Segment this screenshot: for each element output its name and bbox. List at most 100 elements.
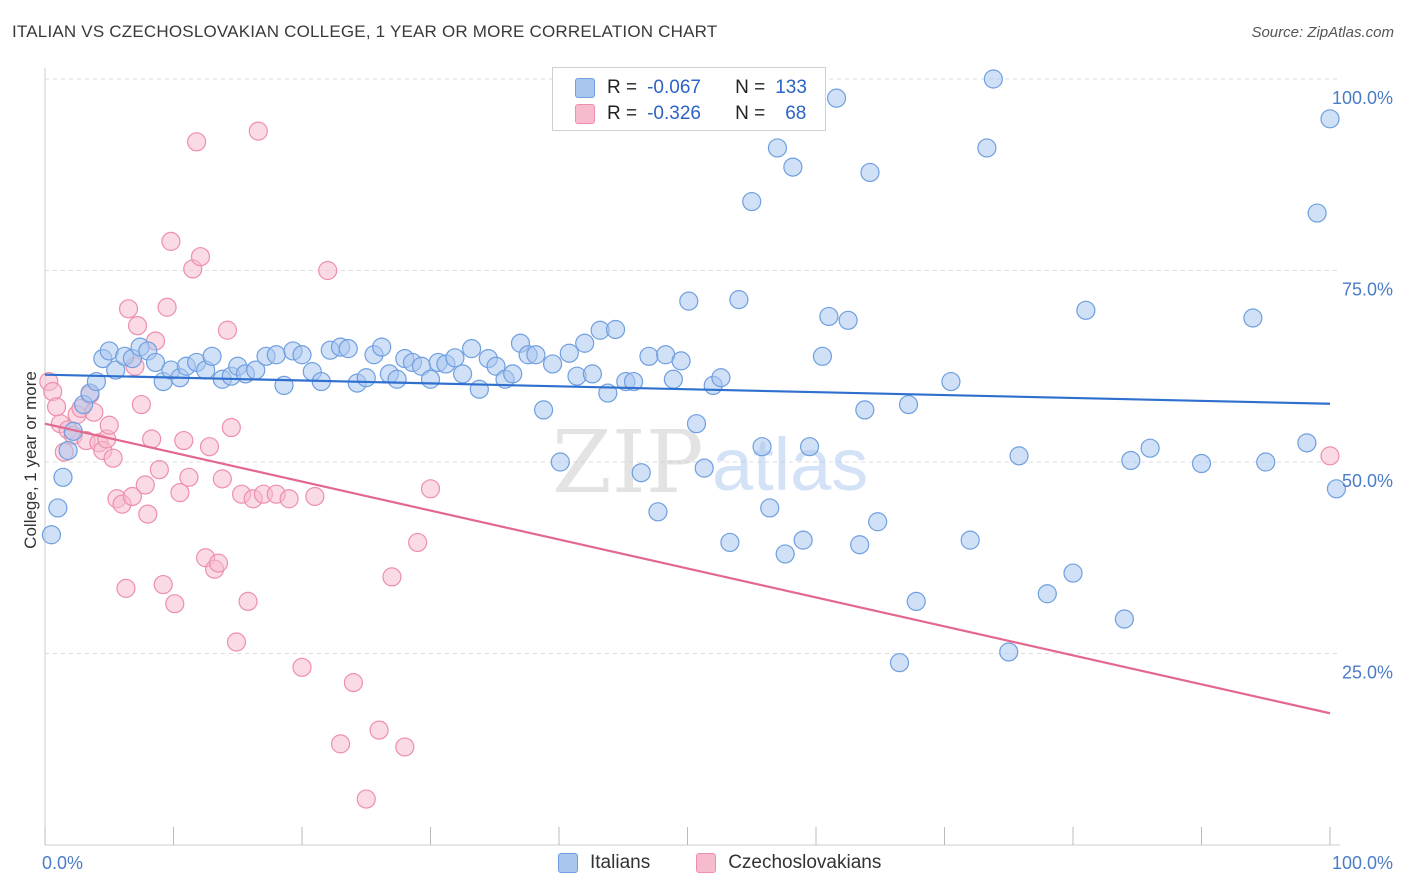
italian-point	[960, 530, 980, 550]
y-axis-label: College, 1 year or more	[21, 371, 40, 549]
italian-point	[106, 360, 126, 380]
italian-point	[542, 354, 563, 374]
italian-point	[1121, 450, 1141, 471]
czech-point	[122, 486, 142, 507]
italian-point	[639, 346, 659, 366]
italian-point	[623, 371, 644, 392]
italian-point	[1320, 109, 1340, 129]
czech-point	[131, 394, 151, 415]
czech-point	[318, 260, 338, 281]
czech-point	[99, 415, 119, 435]
czech-point	[46, 397, 67, 417]
italian-point	[48, 498, 68, 518]
italian-point	[292, 345, 312, 365]
italian-point	[420, 369, 441, 389]
italian-point	[1037, 584, 1057, 604]
italian-point	[486, 356, 506, 376]
italian-point	[1326, 479, 1347, 499]
italian-point	[838, 310, 858, 330]
italian-point	[941, 371, 961, 392]
czech-point	[305, 486, 325, 507]
legend-label-czech: Czechoslovakians	[728, 852, 882, 873]
italian-points	[41, 69, 1347, 673]
legend-row-czech: R = -0.326 N = 68	[575, 102, 806, 126]
italian-point	[1243, 308, 1263, 328]
italian-point	[533, 400, 554, 420]
italian-point	[372, 337, 392, 357]
czech-point	[382, 567, 402, 587]
czech-point	[208, 553, 229, 573]
italian-point	[1063, 563, 1083, 583]
italian-point	[503, 364, 523, 384]
watermark-zip: ZIP	[552, 413, 704, 513]
italian-point	[1076, 300, 1096, 320]
italian-point	[826, 88, 847, 108]
czech-point	[330, 734, 351, 754]
italian-point	[86, 371, 107, 392]
chart-title: ITALIAN VS CZECHOSLOVAKIAN COLLEGE, 1 YE…	[12, 22, 718, 41]
legend-r-label: R =	[607, 103, 638, 124]
czech-point	[174, 430, 194, 451]
czech-point	[369, 720, 389, 740]
legend-swatch-italians	[558, 853, 578, 873]
italian-point	[819, 306, 839, 327]
italian-point	[812, 346, 833, 366]
czech-point	[165, 594, 185, 614]
italians-trend-line	[44, 373, 1331, 405]
czech-point	[153, 574, 173, 595]
czech-point	[395, 737, 415, 757]
italian-point	[526, 345, 546, 365]
czech-point	[149, 460, 169, 480]
czech-point	[127, 316, 148, 336]
italian-point	[686, 414, 707, 434]
legend-swatch-czech	[696, 853, 717, 873]
czech-point	[179, 467, 199, 487]
x-tick-label-min: 0.0%	[42, 853, 83, 873]
italian-point	[145, 352, 166, 373]
legend-item-czech[interactable]: Czechoslovakians	[696, 852, 881, 874]
czech-point	[135, 475, 155, 495]
legend-r-label: R =	[607, 77, 638, 98]
italian-point	[694, 458, 714, 478]
italian-point	[889, 653, 910, 673]
czech-point	[292, 657, 312, 677]
italian-point	[1307, 203, 1327, 223]
italian-point	[338, 339, 358, 359]
legend-n-label: N =	[735, 103, 766, 124]
y-tick-label: 25.0%	[1342, 663, 1393, 683]
italian-point	[453, 364, 473, 384]
italian-point	[1114, 609, 1135, 629]
legend-row-italians: R = -0.067 N = 133	[575, 76, 807, 100]
legend-item-italians[interactable]: Italians	[558, 852, 650, 874]
italian-point	[356, 368, 376, 388]
czech-point	[170, 483, 190, 503]
czech-point	[212, 469, 232, 489]
italian-point	[720, 532, 740, 553]
czech-point	[248, 121, 268, 141]
italian-point	[1297, 433, 1317, 453]
czech-point	[157, 297, 177, 317]
italian-point	[550, 452, 570, 472]
czech-point	[161, 231, 181, 251]
italian-point	[898, 394, 919, 415]
italian-point	[387, 369, 407, 389]
italian-point	[679, 291, 699, 311]
czech-point	[226, 632, 247, 652]
italian-point	[767, 138, 788, 158]
italian-point	[793, 530, 813, 550]
trend-lines	[44, 373, 1331, 715]
watermark-atlas: atlas	[712, 423, 868, 506]
czech-point	[103, 448, 123, 468]
tick-labels: 25.0% 50.0% 75.0% 100.0% 0.0% 100.0%	[42, 88, 1393, 873]
legend-n-value: 68	[785, 103, 807, 124]
italian-point	[559, 343, 579, 363]
czech-point	[356, 789, 376, 809]
czech-point	[1320, 446, 1340, 466]
italian-point	[999, 642, 1019, 662]
czech-point	[420, 479, 441, 499]
czech-point	[187, 132, 207, 152]
czech-point	[279, 489, 299, 509]
italian-point	[663, 369, 683, 389]
italian-point	[631, 463, 651, 483]
italian-point	[1256, 452, 1276, 472]
